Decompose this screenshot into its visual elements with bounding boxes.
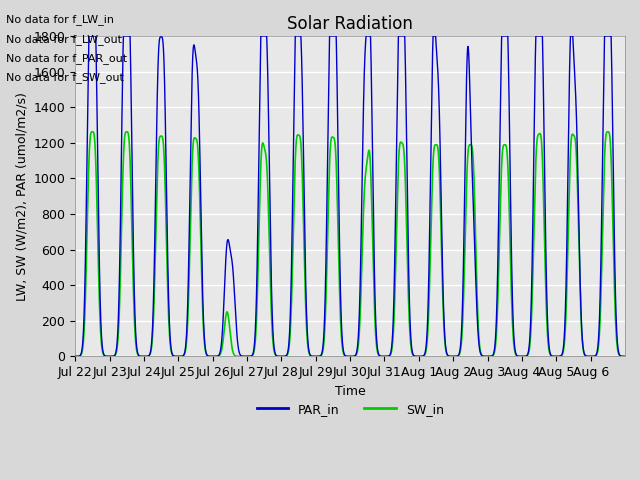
- Text: No data for f_PAR_out: No data for f_PAR_out: [6, 53, 127, 64]
- Legend: PAR_in, SW_in: PAR_in, SW_in: [252, 397, 449, 420]
- Title: Solar Radiation: Solar Radiation: [287, 15, 413, 33]
- Text: No data for f_SW_out: No data for f_SW_out: [6, 72, 124, 83]
- X-axis label: Time: Time: [335, 384, 365, 397]
- Text: No data for f_LW_in: No data for f_LW_in: [6, 14, 115, 25]
- Text: No data for f_LW_out: No data for f_LW_out: [6, 34, 122, 45]
- Y-axis label: LW, SW (W/m2), PAR (umol/m2/s): LW, SW (W/m2), PAR (umol/m2/s): [15, 92, 28, 300]
